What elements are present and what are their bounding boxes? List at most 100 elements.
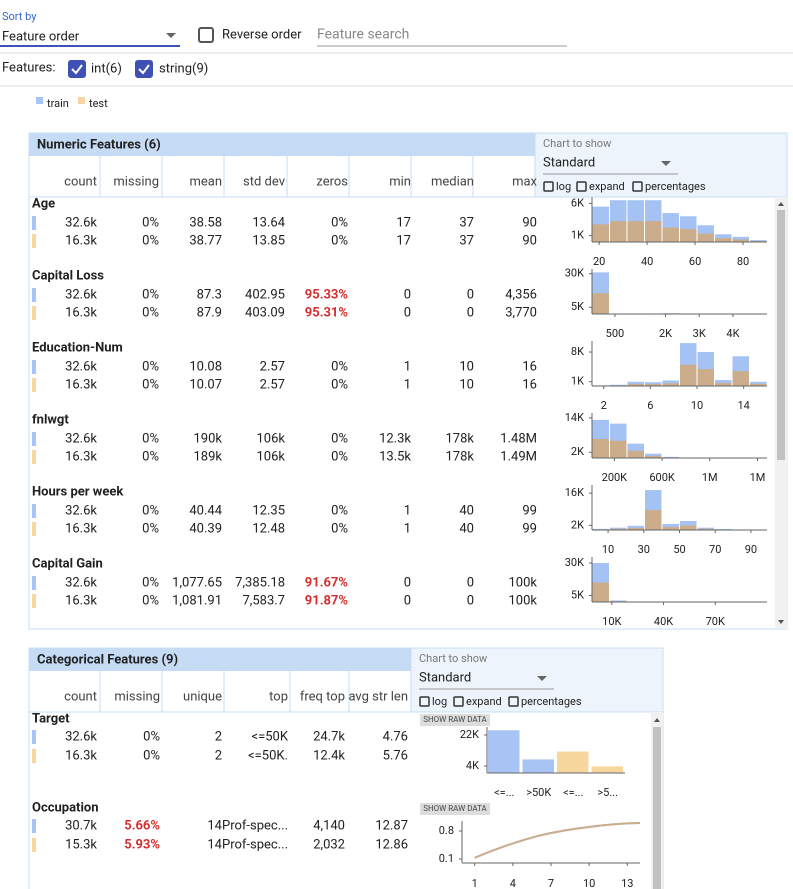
scroll-down[interactable] (778, 620, 784, 624)
option-checkbox[interactable] (453, 696, 464, 707)
x-tick-label: 40K (654, 615, 673, 628)
table-title: Numeric Features (6) (37, 137, 161, 152)
bar (488, 730, 520, 773)
cell: 32.6k (65, 503, 97, 518)
x-tick-label: 40 (641, 255, 653, 268)
x-tick-label: 20 (593, 255, 605, 268)
x-tick-label: 600K (649, 471, 675, 484)
legend-label: train (47, 97, 69, 110)
cell: 106k (256, 431, 285, 446)
cell: 12.87 (375, 818, 408, 833)
x-tick-label: 10 (583, 877, 595, 889)
option-label[interactable]: log (432, 695, 447, 708)
reverse-label[interactable]: Reverse order (222, 27, 302, 42)
cell: 7,385.18 (235, 575, 285, 590)
dropdown-arrow[interactable] (537, 676, 547, 681)
column-header: count (64, 174, 97, 189)
test-bar (662, 527, 679, 530)
checkmark[interactable] (71, 64, 83, 75)
sort-select[interactable]: Feature order (2, 29, 80, 44)
option-label[interactable]: log (556, 180, 571, 193)
dropdown-arrow[interactable] (661, 161, 671, 166)
y-tick-label: 30K (565, 267, 584, 280)
cell: 403.09 (245, 305, 285, 320)
bar (522, 759, 554, 773)
test-bar (680, 364, 697, 386)
checkbox[interactable] (68, 60, 86, 78)
x-tick-label: 13 (621, 877, 633, 889)
option-label[interactable]: expand (466, 695, 502, 708)
raw-data-label[interactable]: SHOW RAW DATA (423, 804, 487, 813)
x-tick-label: 6 (647, 399, 653, 412)
cell: 0% (142, 215, 159, 230)
x-tick-label: <=... (563, 786, 583, 799)
cell: 87.3 (197, 287, 222, 302)
dropdown-arrow[interactable] (166, 33, 176, 38)
option-checkbox[interactable] (576, 181, 587, 192)
cell: 10.07 (189, 377, 222, 392)
cell: 38.77 (189, 233, 222, 248)
option-label[interactable]: percentages (521, 695, 582, 708)
option-label[interactable]: percentages (645, 180, 706, 193)
chart-select[interactable]: Standard (419, 670, 471, 685)
test-bar (627, 527, 644, 530)
cell: 1 (404, 503, 411, 518)
cell: 0% (142, 521, 159, 536)
cell: 2.57 (260, 359, 285, 374)
feature-filter-label[interactable]: int(6) (91, 61, 122, 76)
chart-select[interactable]: Standard (543, 155, 595, 170)
raw-data-label[interactable]: SHOW RAW DATA (423, 715, 487, 724)
checkbox[interactable] (135, 60, 153, 78)
cell: 95.33% (305, 287, 349, 302)
column-header: missing (113, 174, 159, 189)
raw-data-button[interactable] (420, 714, 490, 726)
scrollbar-thumb[interactable] (653, 727, 661, 889)
cell: 0 (467, 287, 474, 302)
option-checkbox[interactable] (632, 181, 643, 192)
cell: 0% (142, 593, 159, 608)
test-bar (627, 221, 644, 242)
scroll-up[interactable] (778, 202, 784, 206)
x-tick-label: 50 (673, 543, 685, 556)
raw-data-button[interactable] (420, 803, 490, 815)
option-label[interactable]: expand (589, 180, 625, 193)
checkmark[interactable] (138, 64, 150, 75)
y-tick-label: 5K (571, 588, 584, 601)
cell: 189k (193, 449, 222, 464)
row-swatch (32, 378, 36, 392)
scroll-up[interactable] (654, 718, 660, 722)
row-swatch (32, 306, 36, 320)
cell: 0 (467, 305, 474, 320)
test-bar (645, 384, 662, 386)
cell: 24.7k (313, 729, 345, 744)
y-tick-label: 2K (571, 445, 584, 458)
cell: 2 (215, 748, 222, 763)
cell: Prof-spec... (222, 818, 288, 833)
row-swatch (32, 288, 36, 302)
cell: 100k (508, 593, 537, 608)
column-header: zeros (316, 174, 348, 189)
cell: 7,583.7 (242, 593, 285, 608)
cell: 32.6k (65, 575, 97, 590)
option-checkbox[interactable] (508, 696, 519, 707)
y-tick-label: 5K (571, 300, 584, 313)
cell: 15.3k (65, 837, 97, 852)
cell: 2 (215, 729, 222, 744)
x-tick-label: 10 (691, 399, 703, 412)
y-tick-label: 1K (571, 228, 584, 241)
cell: 0% (142, 359, 159, 374)
feature-name: Occupation (32, 800, 99, 815)
cell: 0 (404, 305, 411, 320)
option-checkbox[interactable] (543, 181, 554, 192)
search-input[interactable]: Feature search (317, 27, 409, 43)
reverse-checkbox[interactable] (198, 27, 214, 43)
feature-name: Capital Loss (32, 268, 104, 283)
y-tick-label: 16K (565, 486, 584, 499)
feature-filter-label[interactable]: string(9) (159, 61, 208, 76)
y-tick-label: 0.1 (439, 852, 454, 865)
option-checkbox[interactable] (419, 696, 430, 707)
cell: 16.3k (65, 593, 97, 608)
column-header: top (269, 689, 288, 704)
cell: 90 (522, 215, 537, 230)
scrollbar-thumb[interactable] (777, 210, 785, 460)
